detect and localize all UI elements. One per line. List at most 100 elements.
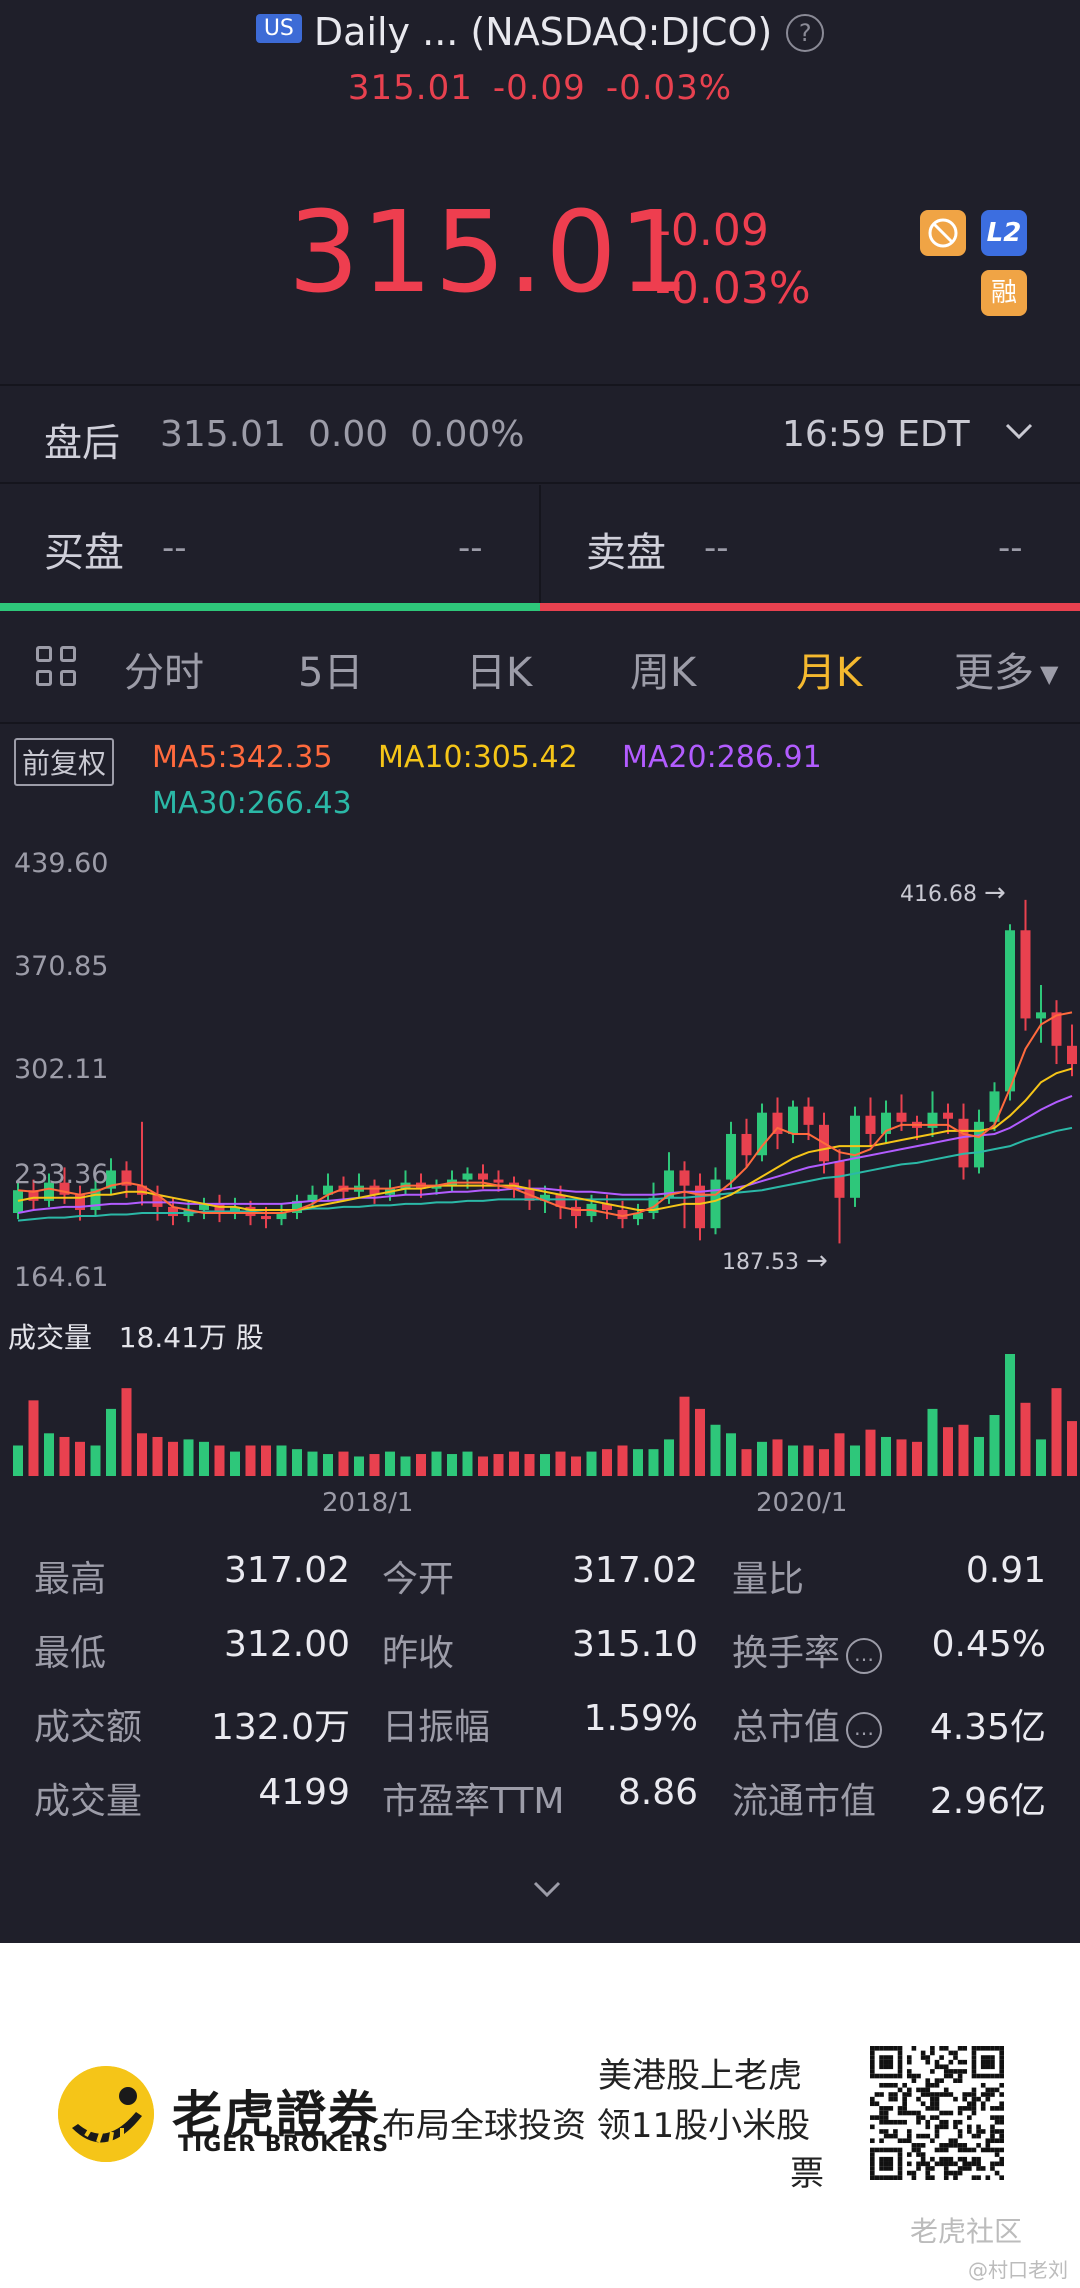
tab-intraday[interactable]: 分时 xyxy=(124,650,204,696)
divider xyxy=(0,384,1080,386)
stats-table: 最高 317.02 今开 317.02 量比 0.91 最低 312.00 昨收 315.10 换手… xyxy=(0,1550,1080,1850)
order-book-split xyxy=(539,485,541,605)
adjust-mode-button[interactable]: 前复权 xyxy=(14,738,115,786)
after-hours-change: 0.00 xyxy=(307,414,389,455)
candle-body xyxy=(478,1173,488,1180)
volume-bar xyxy=(633,1449,643,1476)
volume-bar xyxy=(90,1445,101,1476)
tab-more[interactable]: 更多 ▼ xyxy=(954,640,1058,698)
candle-body xyxy=(989,1091,1000,1122)
divider xyxy=(0,722,1080,724)
candle-body xyxy=(943,1112,953,1119)
after-hours-time[interactable]: 16:59 EDT xyxy=(782,414,970,455)
stat-value: 315.10 xyxy=(572,1624,698,1665)
volume-bar xyxy=(106,1408,116,1476)
no-short-icon[interactable] xyxy=(920,210,966,256)
volume-bar xyxy=(834,1433,845,1476)
high-marker: 416.68 → xyxy=(900,878,1006,908)
slogan-line2: 布局全球投资 领11股小米股 xyxy=(382,2106,811,2146)
help-icon[interactable]: ? xyxy=(786,14,825,52)
volume-bar xyxy=(958,1424,969,1476)
tiger-logo xyxy=(58,2066,154,2162)
brand-name-en: TIGER BROKERS xyxy=(178,2132,390,2157)
level2-badge[interactable]: L2 xyxy=(981,210,1027,256)
layout-grid-icon[interactable] xyxy=(36,646,80,690)
candle-body xyxy=(199,1203,209,1210)
candle-body xyxy=(958,1118,969,1168)
candle-body xyxy=(230,1206,240,1214)
ma20-label: MA20:286.91 xyxy=(622,740,822,775)
info-icon[interactable]: … xyxy=(846,1712,883,1748)
tab-weekly-k[interactable]: 周K xyxy=(630,650,697,696)
stock-title: US Daily ... (NASDAQ:DJCO)? xyxy=(0,10,1080,56)
ask-strength-bar xyxy=(540,603,1080,611)
stat-label: 成交量 xyxy=(34,1781,143,1822)
stat-label: 最低 xyxy=(34,1633,107,1674)
stat-value: 132.0万 xyxy=(210,1707,350,1748)
stat-value: 1.59% xyxy=(583,1698,698,1739)
candle-body xyxy=(1067,1045,1077,1065)
candlestick-chart[interactable] xyxy=(0,820,1080,1300)
candle-body xyxy=(555,1194,566,1207)
stat-value: 2.96亿 xyxy=(929,1781,1046,1822)
price-change: -0.09 xyxy=(655,205,769,256)
ma5-line xyxy=(17,1011,1073,1218)
volume-bar xyxy=(927,1408,938,1476)
candle-body xyxy=(896,1112,907,1122)
candle-body xyxy=(757,1112,767,1156)
volume-bar xyxy=(292,1449,302,1476)
after-hours-values: 315.01 0.00 0.00% xyxy=(160,414,547,455)
community-watermark: 老虎社区 xyxy=(910,2215,1023,2248)
x-tick-label: 2018/1 xyxy=(322,1488,414,1518)
volume-bar xyxy=(152,1436,163,1476)
brand-name-cn: 老虎證券 xyxy=(172,2086,380,2144)
tab-daily-k[interactable]: 日K xyxy=(466,650,533,696)
volume-bar xyxy=(13,1445,23,1476)
info-icon[interactable]: … xyxy=(846,1638,883,1674)
volume-bar xyxy=(214,1445,225,1476)
volume-bar xyxy=(509,1451,519,1476)
price-change-pct: -0.03% xyxy=(655,263,811,314)
candle-body xyxy=(137,1185,147,1195)
volume-bar xyxy=(741,1449,752,1476)
volume-bar xyxy=(726,1433,736,1476)
tab-more-label: 更多 xyxy=(954,650,1034,696)
volume-bar xyxy=(121,1388,132,1476)
candle-body xyxy=(292,1200,302,1214)
slogan-line3: 票 xyxy=(790,2154,824,2194)
ma10-line xyxy=(17,1067,1073,1211)
candle-body xyxy=(59,1182,70,1195)
stat-label: 最高 xyxy=(34,1559,107,1600)
volume-chart[interactable] xyxy=(0,1350,1080,1478)
candle-body xyxy=(323,1185,333,1195)
margin-badge[interactable]: 融 xyxy=(981,270,1027,316)
header-price: 315.01 xyxy=(347,68,473,108)
y-tick-label: 370.85 xyxy=(14,951,109,982)
header-quote: 315.01 -0.09 -0.03% xyxy=(0,68,1080,108)
volume-bar xyxy=(75,1441,85,1476)
candle-body xyxy=(307,1194,318,1201)
qr-code[interactable] xyxy=(870,2046,1004,2180)
volume-bar xyxy=(710,1424,721,1476)
volume-bar xyxy=(850,1445,860,1476)
tab-5day[interactable]: 5日 xyxy=(298,650,364,696)
tab-monthly-k[interactable]: 月K xyxy=(796,650,863,696)
volume-bar xyxy=(943,1427,953,1476)
stat-label: 量比 xyxy=(732,1559,805,1600)
volume-bar xyxy=(540,1454,550,1476)
low-marker: 187.53 → xyxy=(722,1246,828,1276)
chevron-down-icon[interactable] xyxy=(1002,414,1036,456)
volume-bar xyxy=(478,1456,488,1476)
bid-label: 买盘 xyxy=(44,530,124,576)
candle-body xyxy=(710,1179,721,1229)
candle-body xyxy=(106,1170,116,1189)
candle-body xyxy=(850,1115,860,1198)
after-hours-change-pct: 0.00% xyxy=(410,414,525,455)
volume-bar xyxy=(307,1451,318,1476)
volume-bar xyxy=(819,1449,829,1476)
expand-chevron-icon[interactable] xyxy=(530,1870,564,1910)
candle-body xyxy=(1036,1012,1046,1019)
stat-label: 总市值… xyxy=(732,1698,883,1752)
candle-body xyxy=(648,1197,659,1214)
ask-price: -- xyxy=(704,528,729,568)
